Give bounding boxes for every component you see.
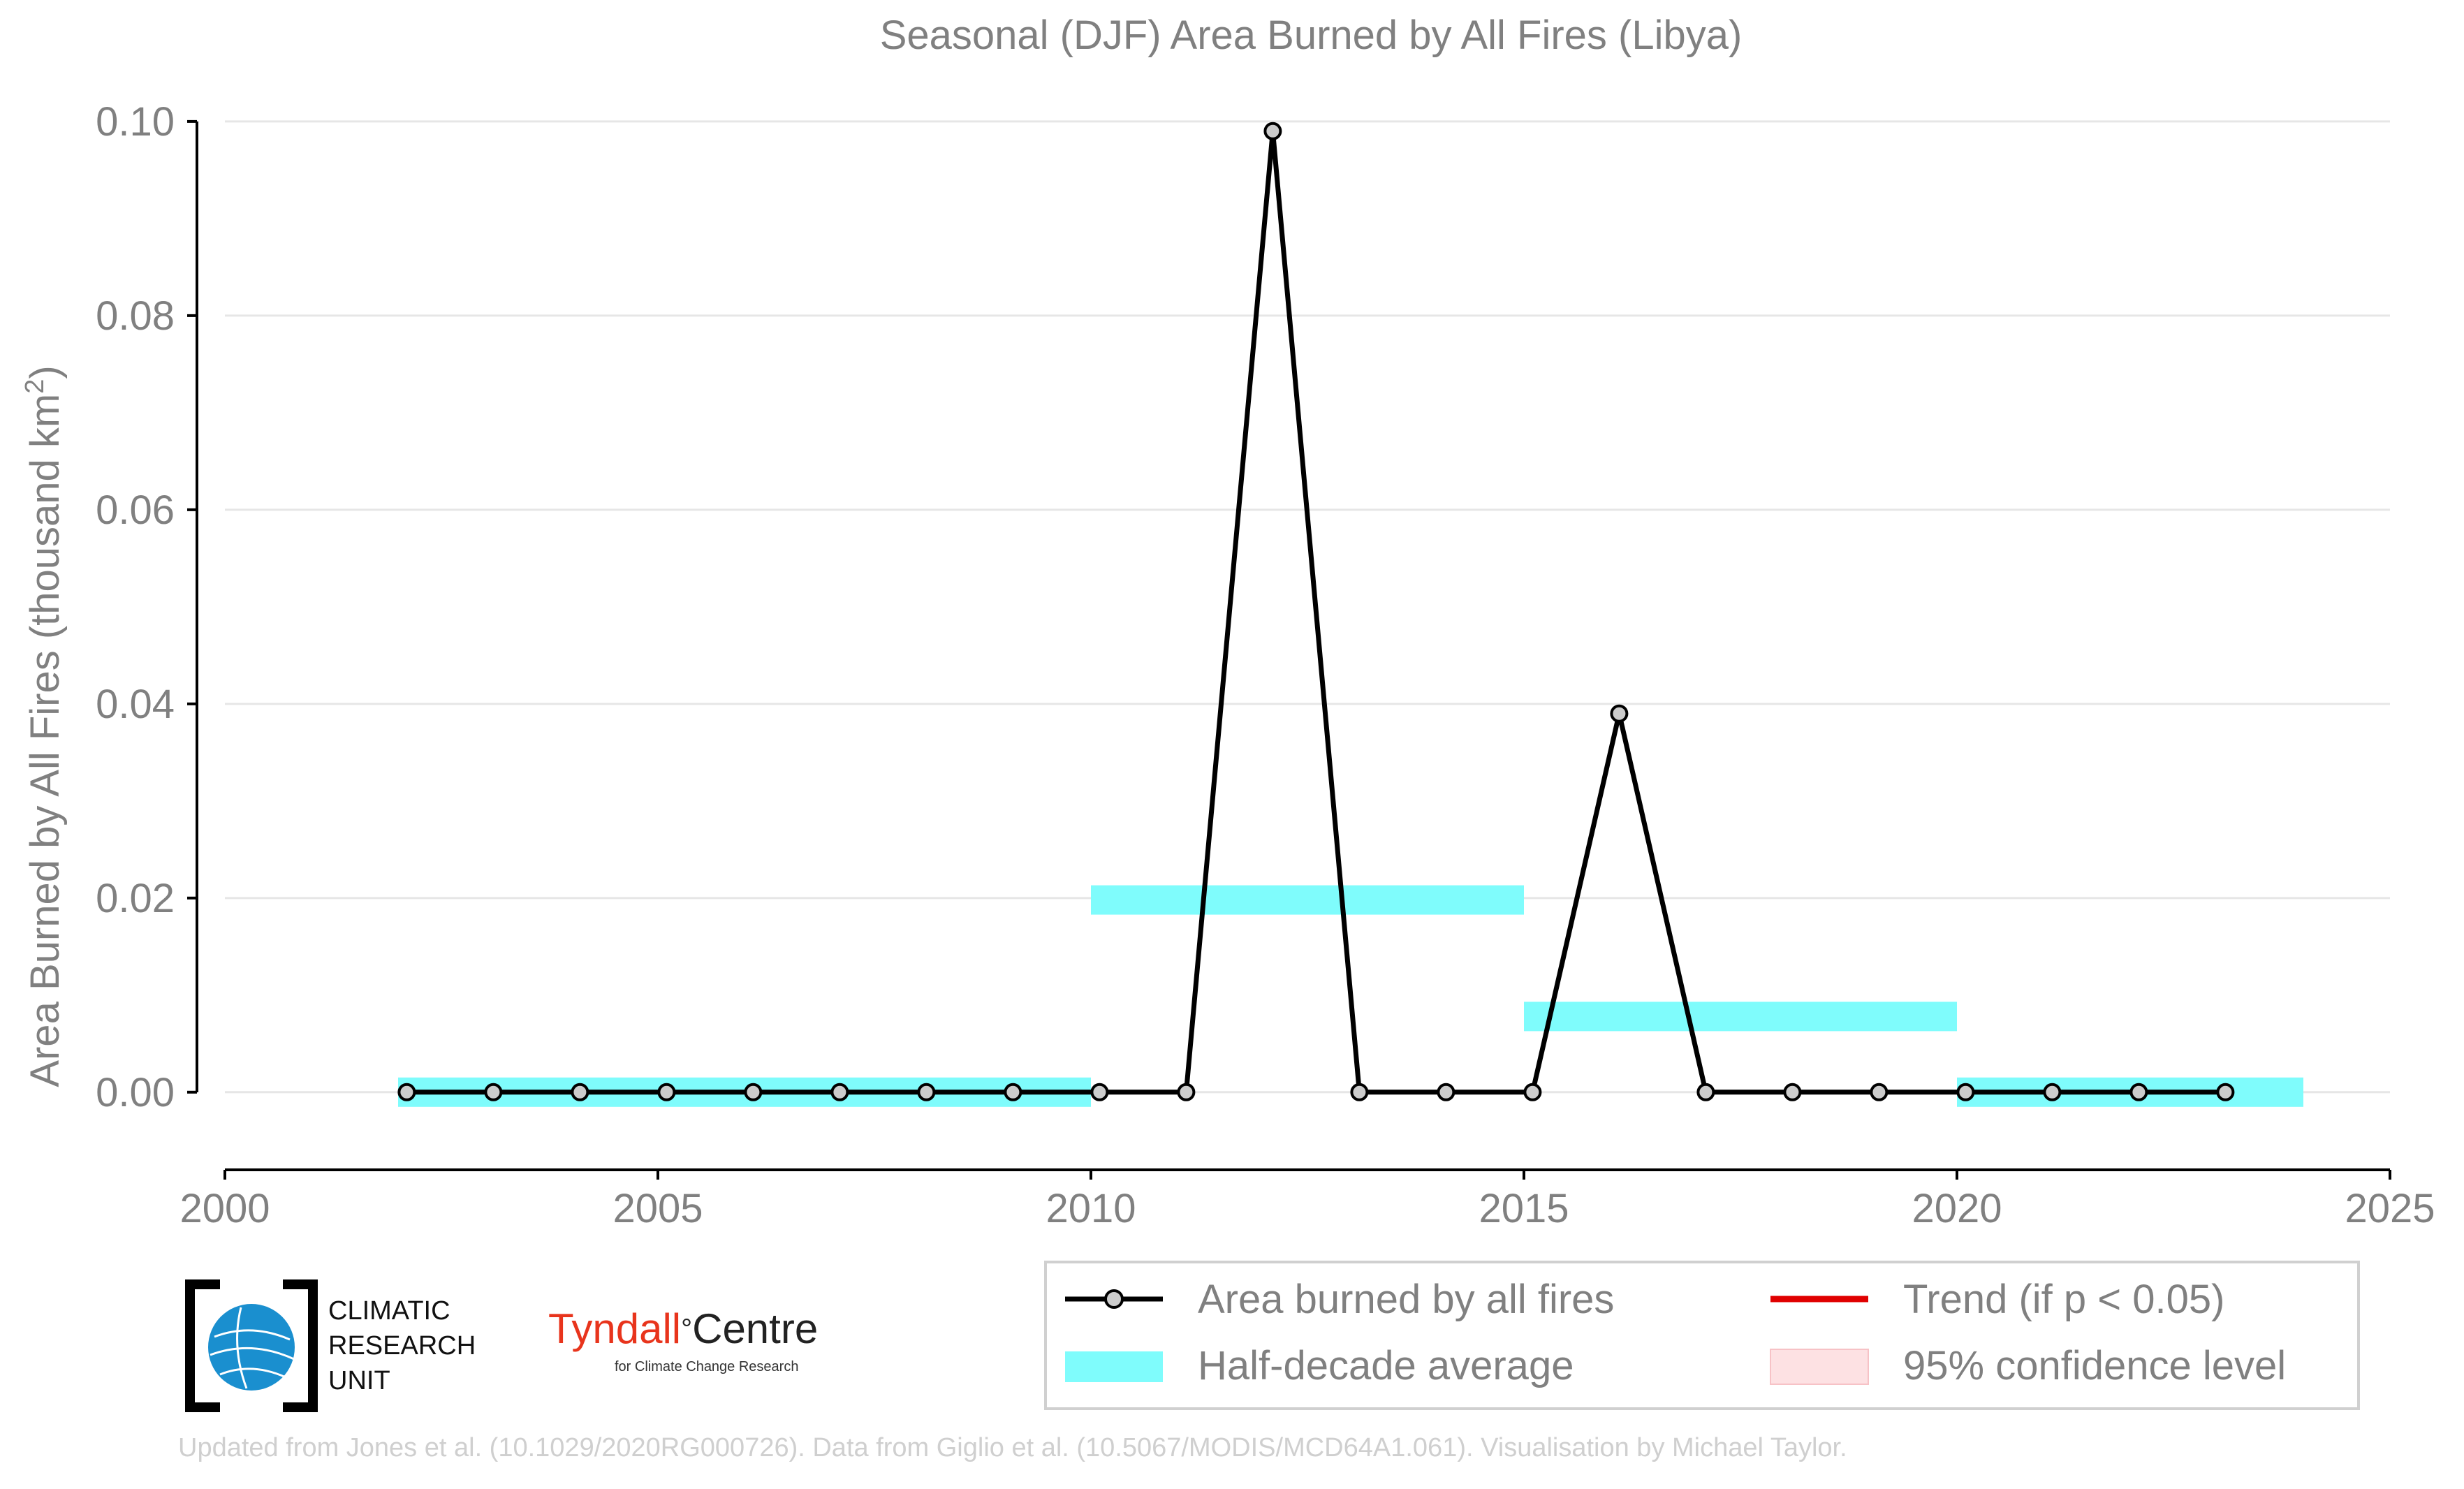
- legend-label-area-burned: Area burned by all fires: [1198, 1277, 1614, 1322]
- grid-lines: [225, 120, 2390, 1094]
- tick-labels: 0.00 0.02 0.04 0.06 0.08 0.10 2000 2005 2010 2015…: [96, 99, 2435, 1231]
- data-point-11: [1350, 1083, 1369, 1101]
- x-tick-label-0: 2000: [179, 1186, 270, 1231]
- data-point-12: [1437, 1083, 1455, 1101]
- legend-swatch-half-decade: [1065, 1351, 1163, 1382]
- series-markers: [397, 122, 2235, 1101]
- data-point-7: [1004, 1083, 1022, 1101]
- legend-label-confidence: 95% confidence level: [1903, 1343, 2286, 1388]
- data-point-5: [830, 1083, 849, 1101]
- y-tick-label-0: 0.00: [96, 1070, 175, 1115]
- data-point-16: [1783, 1083, 1802, 1101]
- x-tick-label-5: 2025: [2345, 1186, 2435, 1231]
- data-point-3: [657, 1083, 676, 1101]
- legend-label-trend: Trend (if p < 0.05): [1903, 1277, 2224, 1322]
- legend: Area burned by all fires Trend (if p < 0…: [1044, 1261, 2360, 1410]
- x-tick-label-4: 2020: [1912, 1186, 2002, 1231]
- data-point-4: [744, 1083, 763, 1101]
- credit-line: Updated from Jones et al. (10.1029/2020R…: [178, 1433, 1847, 1462]
- data-point-15: [1696, 1083, 1715, 1101]
- legend-swatch-area-burned: [1065, 1289, 1163, 1309]
- data-point-20: [2129, 1083, 2148, 1101]
- y-axis-label-main: Area Burned by All Fires (thousand km: [22, 394, 68, 1087]
- cru-globe-icon: [185, 1279, 318, 1412]
- y-tick-label-5: 0.10: [96, 99, 175, 145]
- tyndall-logo: Tyndall°Centre for Climate Change Resear…: [548, 1305, 856, 1388]
- x-tick-label-1: 2005: [613, 1186, 703, 1231]
- tyndall-logo-name: Tyndall: [548, 1305, 682, 1352]
- y-tick-label-4: 0.08: [96, 293, 175, 339]
- cru-logo-text: CLIMATIC RESEARCH UNIT: [328, 1296, 476, 1395]
- data-point-8: [1090, 1083, 1109, 1101]
- data-point-18: [1956, 1083, 1975, 1101]
- tyndall-logo-subtitle: for Climate Change Research: [615, 1359, 799, 1374]
- data-point-1: [484, 1083, 503, 1101]
- half-decade-band-2: [1524, 1002, 1957, 1032]
- data-point-19: [2043, 1083, 2062, 1101]
- data-point-13: [1523, 1083, 1542, 1101]
- data-point-21: [2216, 1083, 2235, 1101]
- tyndall-logo-degree: °: [681, 1314, 693, 1344]
- axes: [187, 119, 2391, 1180]
- cru-logo: CLIMATIC RESEARCH UNIT: [178, 1272, 506, 1419]
- data-point-17: [1870, 1083, 1889, 1101]
- x-tick-label-2: 2010: [1046, 1186, 1136, 1231]
- half-decade-band-1: [1091, 885, 1524, 915]
- series-line-0: [406, 131, 2226, 1095]
- y-tick-label-2: 0.04: [96, 682, 175, 727]
- legend-swatch-confidence: [1770, 1349, 1869, 1385]
- tyndall-logo-centre: Centre: [692, 1305, 819, 1352]
- y-axis-label-close: ): [22, 365, 68, 379]
- series-line-layer: [406, 131, 2226, 1095]
- y-axis-label-superscript: 2: [20, 379, 50, 394]
- data-point-6: [917, 1083, 936, 1101]
- data-point-14: [1610, 704, 1629, 723]
- x-tick-label-3: 2015: [1479, 1186, 1569, 1231]
- y-axis-label: Area Burned by All Fires (thousand km2): [20, 365, 68, 1087]
- data-point-0: [397, 1083, 416, 1101]
- y-tick-label-1: 0.02: [96, 876, 175, 921]
- chart-title: Seasonal (DJF) Area Burned by All Fires …: [880, 13, 1743, 58]
- legend-label-half-decade: Half-decade average: [1198, 1343, 1574, 1388]
- legend-box: [1044, 1261, 2360, 1410]
- y-tick-label-3: 0.06: [96, 487, 175, 533]
- data-point-10: [1263, 122, 1282, 140]
- data-point-2: [571, 1083, 589, 1101]
- data-point-9: [1177, 1083, 1196, 1101]
